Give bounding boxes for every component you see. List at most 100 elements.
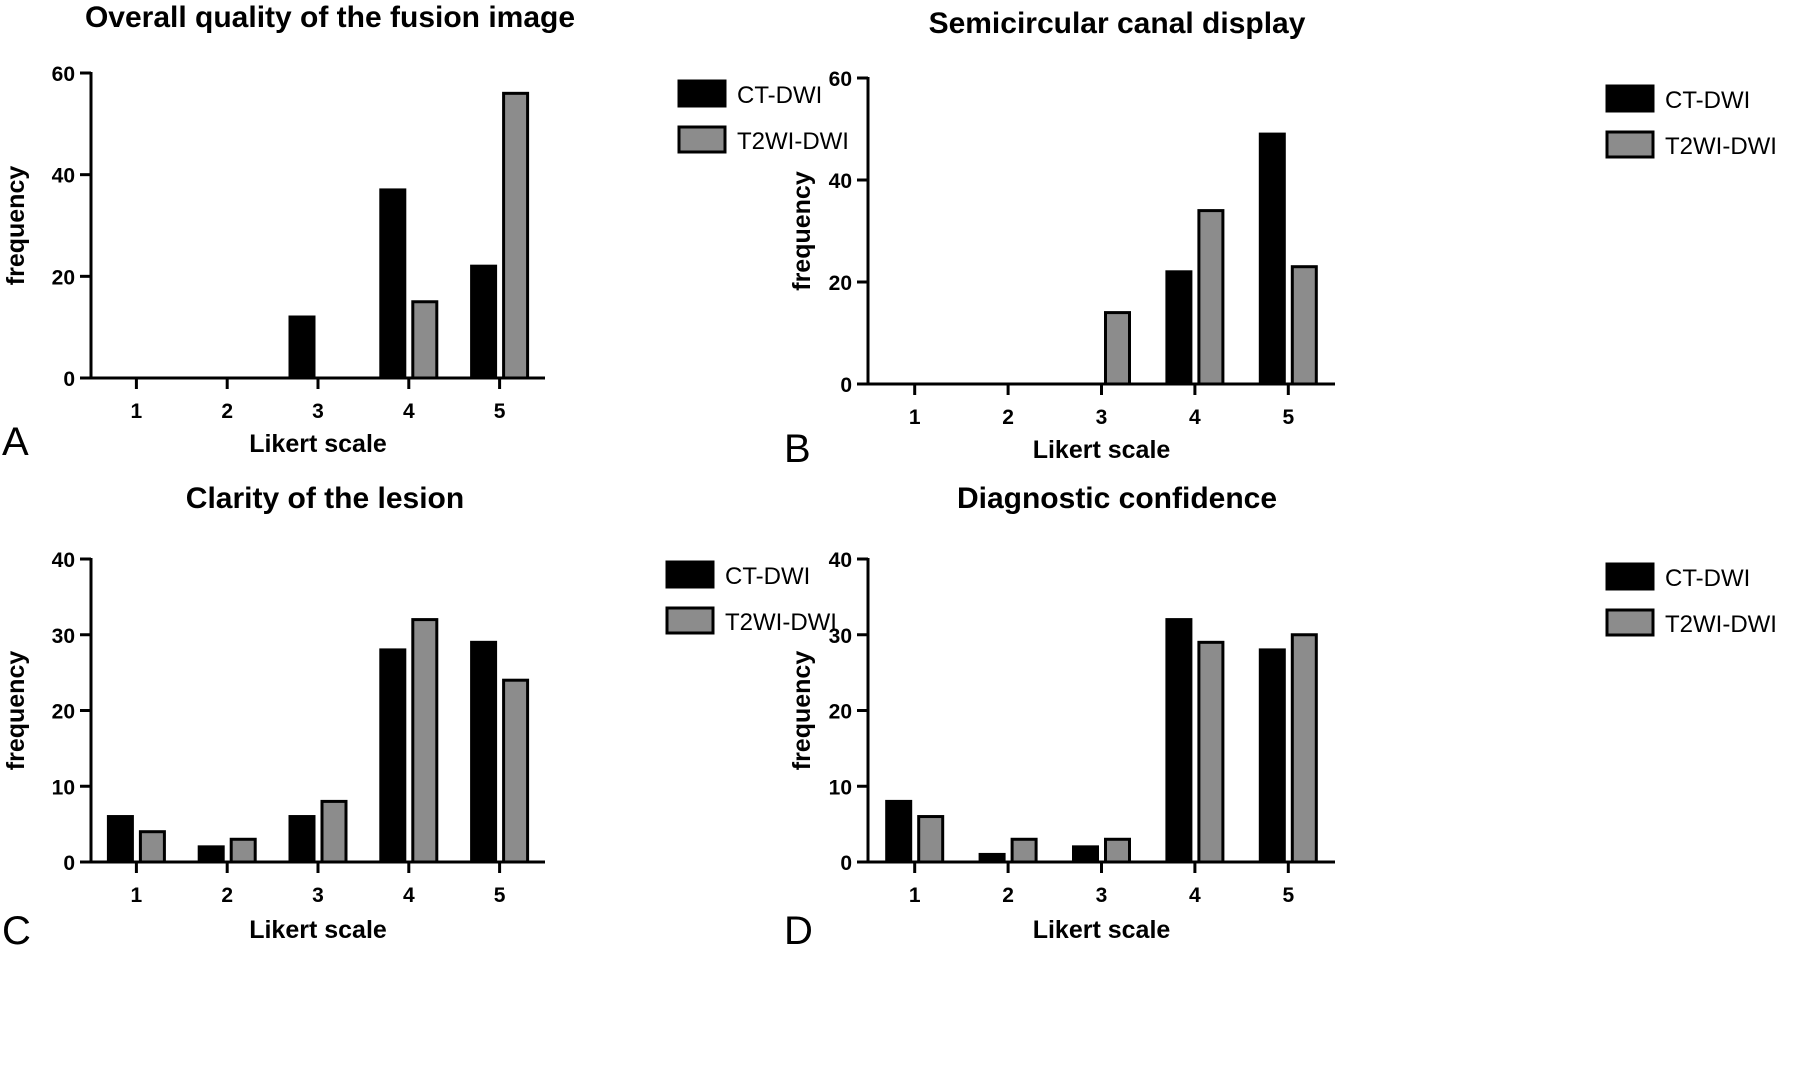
- legend-swatch-t2wi-dwi: [1605, 608, 1655, 637]
- legend: CT-DWI T2WI-DWI: [1605, 562, 1777, 638]
- legend-label: CT-DWI: [725, 563, 810, 590]
- x-axis-label: Likert scale: [1033, 436, 1171, 464]
- bar-ct-dwi: [1258, 648, 1286, 864]
- legend-label: T2WI-DWI: [737, 128, 849, 155]
- panel-label: B: [784, 427, 811, 471]
- bar-t2wi-dwi: [917, 815, 945, 864]
- x-tick-label: 3: [312, 400, 324, 423]
- x-tick-label: 2: [1002, 884, 1014, 907]
- bar-t2wi-dwi: [1290, 265, 1318, 386]
- y-tick-label: 10: [829, 776, 852, 799]
- legend-swatch-ct-dwi: [677, 79, 727, 108]
- y-axis-label: frequency: [788, 171, 816, 291]
- legend-swatch-ct-dwi: [1605, 84, 1655, 113]
- x-tick-label: 5: [494, 884, 506, 907]
- chart-title: Semicircular canal display: [929, 7, 1306, 40]
- chart-title: Overall quality of the fusion image: [85, 1, 575, 34]
- legend-label: CT-DWI: [1665, 87, 1750, 114]
- x-tick-label: 4: [403, 400, 415, 423]
- x-tick-label: 3: [1096, 884, 1108, 907]
- y-tick-label: 30: [829, 625, 852, 648]
- y-tick-label: 60: [52, 63, 75, 86]
- x-axis-label: Likert scale: [249, 430, 387, 458]
- y-tick-label: 0: [63, 368, 75, 391]
- bar-ct-dwi: [1072, 845, 1099, 864]
- x-tick-label: 3: [1096, 406, 1108, 429]
- y-tick-label: 0: [840, 374, 852, 397]
- bar-t2wi-dwi: [1197, 640, 1225, 864]
- bar-ct-dwi: [106, 815, 134, 864]
- legend-swatch-t2wi-dwi: [1605, 130, 1655, 159]
- panel-label: A: [2, 420, 29, 464]
- y-tick-label: 20: [829, 272, 852, 295]
- bar-t2wi-dwi: [1010, 837, 1038, 864]
- y-tick-label: 10: [52, 776, 75, 799]
- bar-t2wi-dwi: [320, 799, 348, 864]
- bar-t2wi-dwi: [411, 300, 439, 380]
- y-tick-label: 0: [63, 852, 75, 875]
- chart-panel-a: Overall quality of the fusion imageA0204…: [2, 1, 849, 464]
- bar-ct-dwi: [288, 815, 316, 864]
- bar-ct-dwi: [379, 648, 407, 864]
- bar-t2wi-dwi: [1290, 633, 1318, 864]
- legend: CT-DWI T2WI-DWI: [665, 560, 837, 636]
- bar-ct-dwi: [470, 640, 498, 864]
- chart-panel-d: Diagnostic confidence D 0 10 20 30 40 1 2 3 4 5 Like…: [784, 482, 1777, 953]
- y-tick-label: 20: [52, 701, 75, 724]
- legend-label: T2WI-DWI: [1665, 133, 1777, 160]
- legend-swatch-t2wi-dwi: [665, 606, 715, 635]
- chart-panel-b: Semicircular canal display B 0 20 40 60 1 2 3 4 5 L…: [784, 7, 1777, 471]
- y-tick-label: 0: [840, 852, 852, 875]
- legend-swatch-ct-dwi: [665, 560, 715, 589]
- panel-label: D: [784, 909, 813, 953]
- x-tick-label: 5: [494, 400, 506, 423]
- legend-swatch-ct-dwi: [1605, 562, 1655, 591]
- x-tick-label: 4: [403, 884, 415, 907]
- y-tick-label: 40: [52, 549, 75, 572]
- x-tick-label: 1: [131, 884, 143, 907]
- panel-label: C: [2, 909, 31, 953]
- y-tick-label: 40: [52, 165, 75, 188]
- x-tick-label: 4: [1189, 406, 1201, 429]
- y-tick-label: 40: [829, 170, 852, 193]
- legend-swatch-t2wi-dwi: [677, 125, 727, 154]
- bar-ct-dwi: [1258, 132, 1286, 386]
- x-tick-label: 1: [909, 884, 921, 907]
- y-axis-label: frequency: [2, 166, 30, 286]
- x-tick-label: 4: [1189, 884, 1201, 907]
- y-tick-label: 20: [829, 701, 852, 724]
- legend: CT-DWI T2WI-DWI: [1605, 84, 1777, 160]
- bar-t2wi-dwi: [1104, 311, 1131, 386]
- x-tick-label: 1: [131, 400, 143, 423]
- y-tick-label: 40: [829, 549, 852, 572]
- legend-label: T2WI-DWI: [1665, 611, 1777, 638]
- bar-t2wi-dwi: [1104, 837, 1131, 864]
- bar-ct-dwi: [379, 188, 407, 380]
- x-tick-label: 2: [221, 884, 233, 907]
- x-tick-label: 2: [1002, 406, 1014, 429]
- y-tick-label: 60: [829, 68, 852, 91]
- bar-ct-dwi: [978, 852, 1006, 864]
- bar-t2wi-dwi: [502, 678, 530, 864]
- x-tick-label: 2: [221, 400, 233, 423]
- x-tick-label: 5: [1282, 884, 1294, 907]
- bar-ct-dwi: [197, 845, 225, 864]
- y-tick-label: 30: [52, 625, 75, 648]
- bar-ct-dwi: [1165, 270, 1193, 386]
- bar-ct-dwi: [470, 264, 498, 380]
- legend-label: CT-DWI: [1665, 565, 1750, 592]
- y-axis-label: frequency: [788, 651, 816, 771]
- bar-t2wi-dwi: [411, 618, 439, 864]
- bar-ct-dwi: [885, 799, 913, 864]
- x-tick-label: 5: [1282, 406, 1294, 429]
- chart-title: Diagnostic confidence: [957, 482, 1277, 515]
- chart-panel-c: Clarity of the lesion C 0 10 20 30 40 1 2 3 4 5 Like…: [2, 482, 837, 953]
- bar-t2wi-dwi: [229, 837, 257, 864]
- bar-ct-dwi: [288, 315, 316, 380]
- x-tick-label: 1: [909, 406, 921, 429]
- bar-t2wi-dwi: [138, 830, 166, 864]
- chart-title: Clarity of the lesion: [186, 482, 464, 515]
- legend-label: CT-DWI: [737, 82, 822, 109]
- legend: CT-DWI T2WI-DWI: [677, 79, 849, 155]
